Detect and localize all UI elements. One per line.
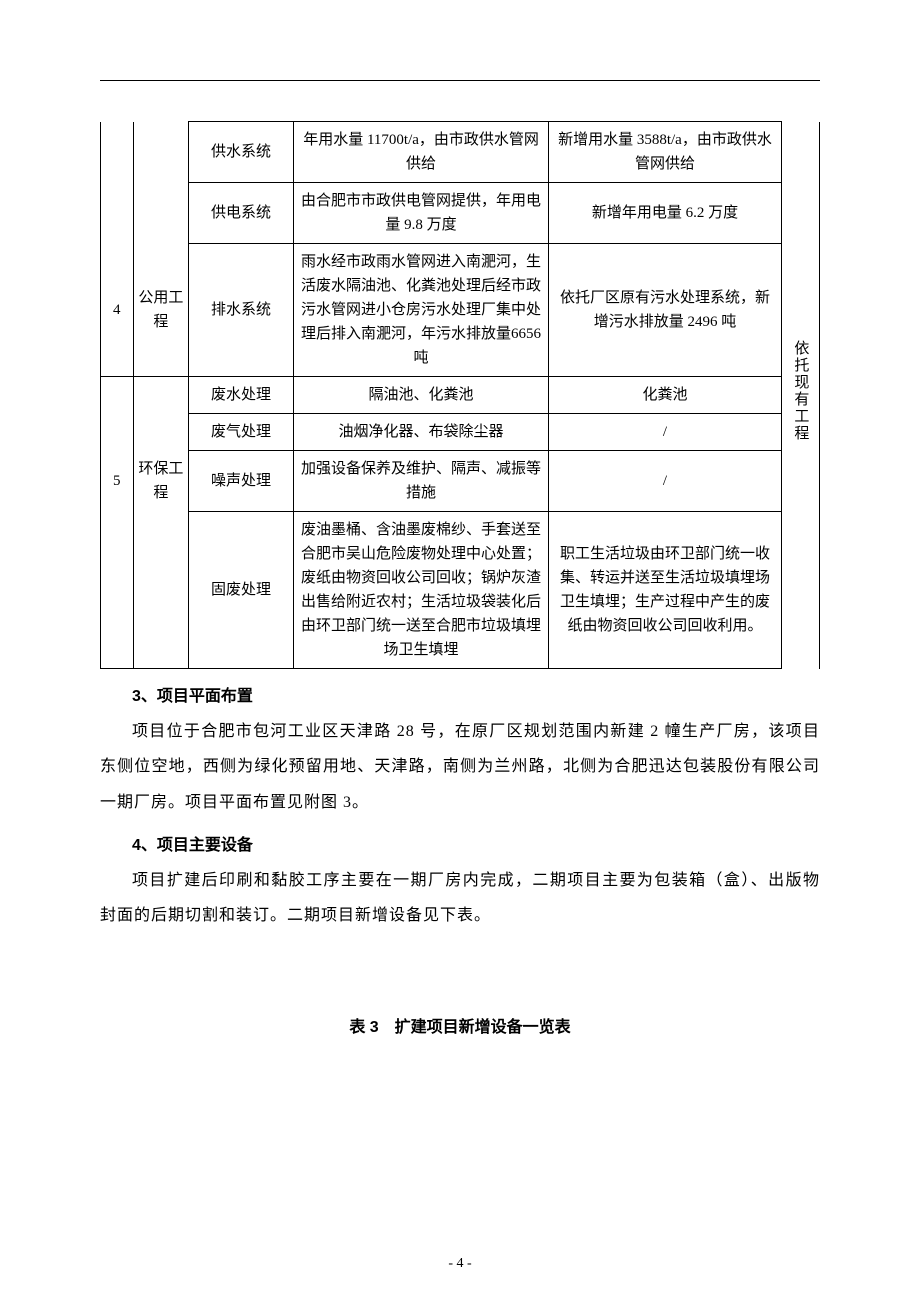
body-text: 3、项目平面布置 项目位于合肥市包河工业区天津路 28 号，在原厂区规划范围内新… <box>100 679 820 933</box>
vert-text: 依托现有工程 <box>788 340 812 442</box>
cell-blank <box>101 512 134 669</box>
cell-desc1: 加强设备保养及维护、隔声、减振等措施 <box>293 451 549 512</box>
section-heading: 4、项目主要设备 <box>100 828 820 863</box>
page-number: - 4 - <box>0 1256 920 1272</box>
cell-desc2: 新增用水量 3588t/a，由市政供水管网供给 <box>549 122 781 183</box>
cell-system: 废气处理 <box>189 414 294 451</box>
paragraph: 项目位于合肥市包河工业区天津路 28 号，在原厂区规划范围内新建 2 幢生产厂房… <box>100 714 820 820</box>
top-rule <box>100 80 820 81</box>
cell-blank <box>133 183 189 244</box>
cell-blank <box>133 512 189 669</box>
cell-desc2: 新增年用电量 6.2 万度 <box>549 183 781 244</box>
cell-desc2: 依托厂区原有污水处理系统，新增污水排放量 2496 吨 <box>549 244 781 377</box>
main-table: 供水系统 年用水量 11700t/a，由市政供水管网供给 新增用水量 3588t… <box>100 121 820 669</box>
cell-desc1: 年用水量 11700t/a，由市政供水管网供给 <box>293 122 549 183</box>
cell-blank <box>133 377 189 414</box>
cell-category: 公用工程 <box>133 244 189 377</box>
cell-idx: 5 <box>101 451 134 512</box>
cell-blank <box>101 377 134 414</box>
cell-desc2: 化粪池 <box>549 377 781 414</box>
cell-desc1: 雨水经市政雨水管网进入南淝河，生活废水隔油池、化粪池处理后经市政污水管网进小仓房… <box>293 244 549 377</box>
cell-system: 供电系统 <box>189 183 294 244</box>
cell-system: 废水处理 <box>189 377 294 414</box>
cell-blank <box>101 122 134 183</box>
cell-desc2: / <box>549 451 781 512</box>
cell-desc1: 废油墨桶、含油墨废棉纱、手套送至合肥市吴山危险废物处理中心处置；废纸由物资回收公… <box>293 512 549 669</box>
cell-blank <box>101 183 134 244</box>
cell-system: 供水系统 <box>189 122 294 183</box>
cell-system: 排水系统 <box>189 244 294 377</box>
cell-lastcol: 依托现有工程 <box>781 122 819 669</box>
cell-system: 噪声处理 <box>189 451 294 512</box>
table-row: 5 环保工程 噪声处理 加强设备保养及维护、隔声、减振等措施 / <box>101 451 820 512</box>
table-row: 固废处理 废油墨桶、含油墨废棉纱、手套送至合肥市吴山危险废物处理中心处置；废纸由… <box>101 512 820 669</box>
paragraph: 项目扩建后印刷和黏胶工序主要在一期厂房内完成，二期项目主要为包装箱（盒）、出版物… <box>100 863 820 933</box>
cell-desc1: 隔油池、化粪池 <box>293 377 549 414</box>
table-row: 供电系统 由合肥市市政供电管网提供，年用电量 9.8 万度 新增年用电量 6.2… <box>101 183 820 244</box>
cell-desc2: / <box>549 414 781 451</box>
table-row: 废气处理 油烟净化器、布袋除尘器 / <box>101 414 820 451</box>
cell-system: 固废处理 <box>189 512 294 669</box>
cell-blank <box>133 414 189 451</box>
cell-desc2: 职工生活垃圾由环卫部门统一收集、转运并送至生活垃圾填埋场卫生填埋；生产过程中产生… <box>549 512 781 669</box>
table-row: 4 公用工程 排水系统 雨水经市政雨水管网进入南淝河，生活废水隔油池、化粪池处理… <box>101 244 820 377</box>
section-heading: 3、项目平面布置 <box>100 679 820 714</box>
cell-blank <box>133 122 189 183</box>
cell-idx: 4 <box>101 244 134 377</box>
cell-desc1: 油烟净化器、布袋除尘器 <box>293 414 549 451</box>
table-row: 废水处理 隔油池、化粪池 化粪池 <box>101 377 820 414</box>
cell-category: 环保工程 <box>133 451 189 512</box>
cell-desc1: 由合肥市市政供电管网提供，年用电量 9.8 万度 <box>293 183 549 244</box>
table-caption: 表 3 扩建项目新增设备一览表 <box>100 1013 820 1037</box>
cell-blank <box>101 414 134 451</box>
table-row: 供水系统 年用水量 11700t/a，由市政供水管网供给 新增用水量 3588t… <box>101 122 820 183</box>
